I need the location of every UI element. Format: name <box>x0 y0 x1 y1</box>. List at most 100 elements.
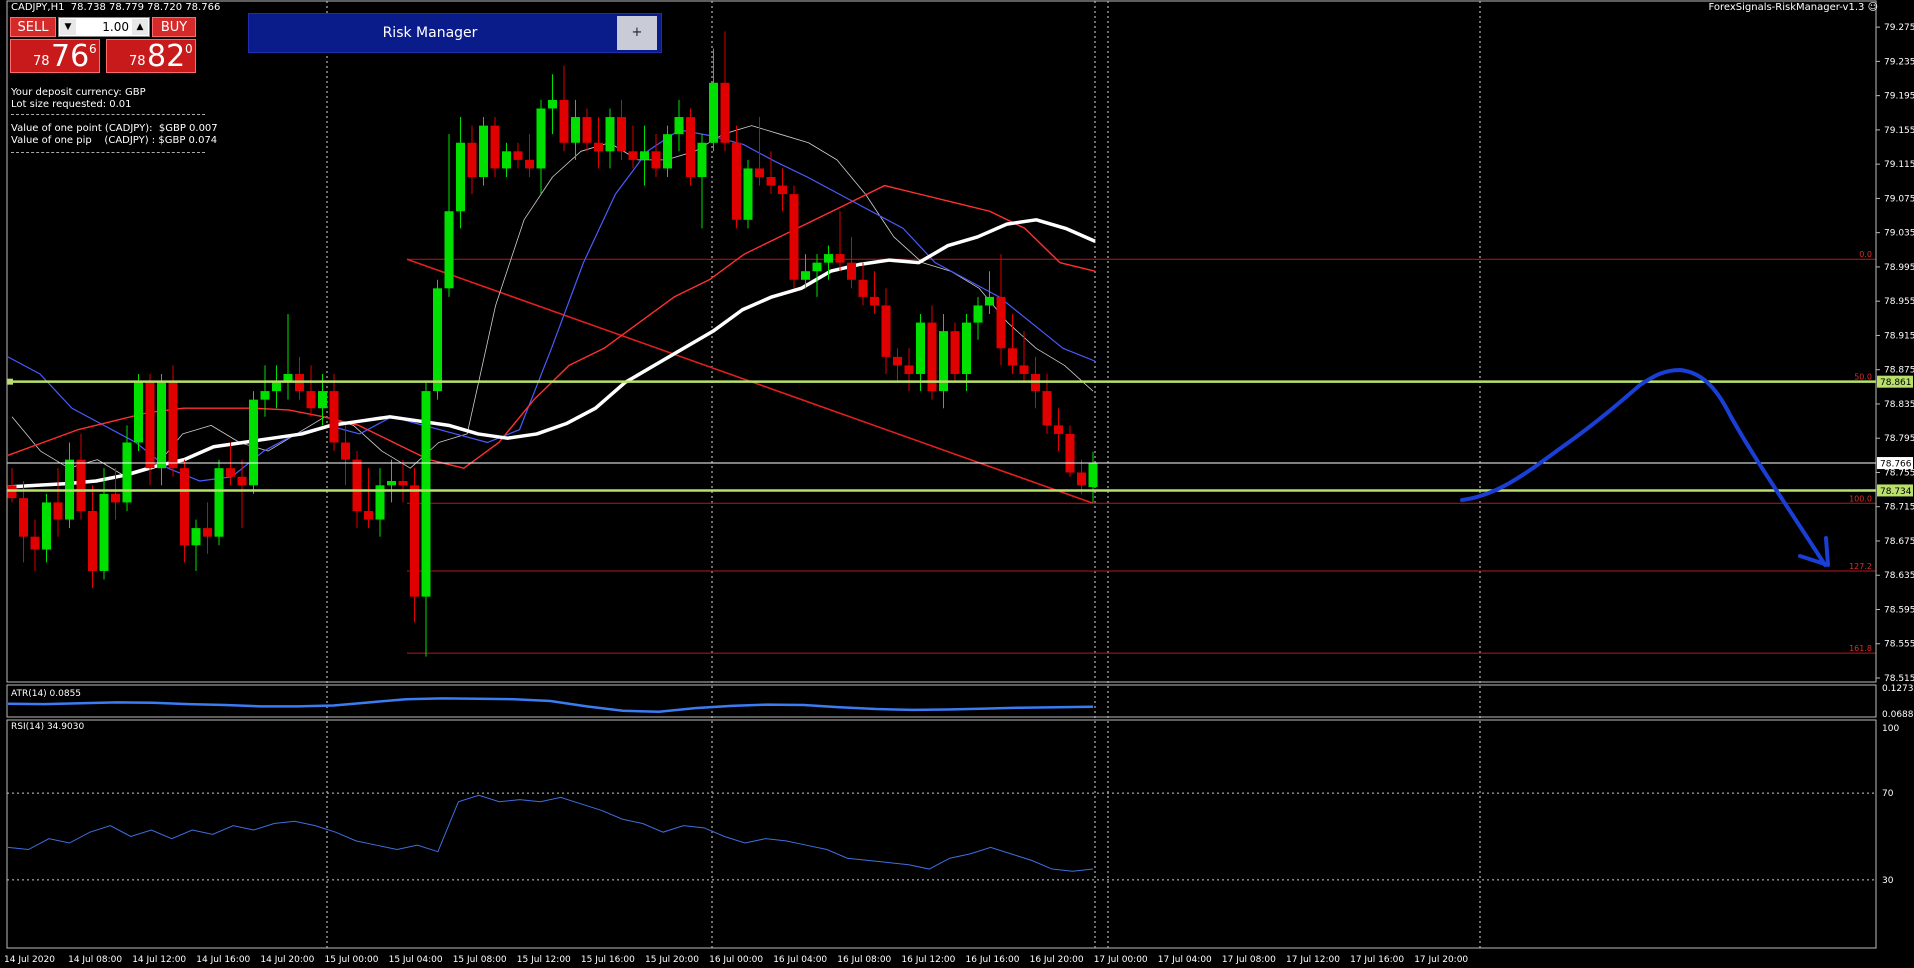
info-divider <box>11 152 205 153</box>
candle-body <box>674 117 684 135</box>
x-tick-label: 14 Jul 20:00 <box>260 955 314 965</box>
y-tick-label: 78.835 <box>1884 400 1914 410</box>
candle-body <box>1054 425 1063 434</box>
candle-body <box>571 117 580 143</box>
lot-size-input[interactable]: ▼ 1.00 ▲ <box>58 17 150 37</box>
support-resistance-lower-tag <box>1877 484 1913 497</box>
candle-body <box>329 391 339 443</box>
y-tick-label: 79.155 <box>1884 126 1914 136</box>
candle <box>697 134 707 229</box>
candle-body <box>709 82 718 143</box>
candle-body <box>743 168 753 220</box>
candles-layer <box>7 31 1098 657</box>
level-anchor <box>7 378 13 385</box>
one-click-trade-panel: SELL ▼ 1.00 ▲ BUY 78 76 6 78 82 0 <box>10 17 196 74</box>
atr-label: ATR(14) 0.0855 <box>11 689 82 699</box>
lot-decrease-icon[interactable]: ▼ <box>60 19 76 35</box>
y-tick-label: 78.675 <box>1884 537 1914 547</box>
candle <box>306 365 316 417</box>
x-tick-label: 16 Jul 20:00 <box>1030 955 1084 965</box>
candle <box>1019 331 1029 383</box>
candle <box>88 485 97 589</box>
candle-body <box>1042 391 1052 426</box>
fib-level-label: 127.2 <box>1849 562 1872 571</box>
rsi-panel-border <box>6 719 1877 949</box>
candle <box>824 245 833 280</box>
x-tick-label: 14 Jul 2020 <box>4 955 55 965</box>
candle <box>467 125 477 195</box>
candle-body <box>364 511 373 520</box>
y-tick-label: 79.275 <box>1884 23 1914 33</box>
risk-manager-panel[interactable]: Risk Manager + <box>248 13 662 53</box>
candle-body <box>996 296 1006 349</box>
candle-body <box>467 142 477 177</box>
x-tick-label: 16 Jul 16:00 <box>966 955 1020 965</box>
candle <box>260 365 270 417</box>
expert-advisor-name: ForexSignals-RiskManager-v1.3 <box>1708 2 1865 13</box>
rsi-tick-label: 100 <box>1882 724 1899 734</box>
candle <box>1077 459 1086 494</box>
candle <box>283 314 293 400</box>
candle <box>421 382 431 657</box>
candle-body <box>375 485 385 520</box>
candle <box>180 459 189 563</box>
candle-body <box>939 331 948 392</box>
candle <box>272 365 281 409</box>
candle <box>674 99 684 152</box>
candle-body <box>720 82 730 143</box>
lot-increase-icon[interactable]: ▲ <box>132 19 148 35</box>
risk-manager-expand-button[interactable]: + <box>617 16 657 50</box>
sell-price-prefix: 78 <box>33 54 50 69</box>
current-price-line-label: 78.766 <box>1880 460 1912 470</box>
candle <box>916 314 925 392</box>
rsi-line <box>7 794 1094 872</box>
candle-body <box>341 442 350 460</box>
y-tick-label: 78.875 <box>1884 366 1914 376</box>
candle <box>927 305 937 400</box>
point-value-text: Value of one point (CADJPY): $GBP 0.007 <box>11 123 218 134</box>
candle <box>19 481 28 563</box>
candle-body <box>686 117 695 177</box>
x-tick-label: 14 Jul 12:00 <box>132 955 186 965</box>
candle-body <box>628 151 638 160</box>
candle-body <box>513 151 523 160</box>
candle <box>513 142 523 169</box>
projection-arrow-icon <box>1798 536 1830 567</box>
y-tick-label: 79.075 <box>1884 194 1914 204</box>
lot-size-value[interactable]: 1.00 <box>102 20 129 34</box>
candle-body <box>525 159 534 169</box>
candle-body <box>1065 433 1075 473</box>
atr-tick-label: 0.0688 <box>1882 710 1914 720</box>
candle <box>778 168 787 212</box>
candle <box>1054 408 1063 452</box>
rsi-label: RSI(14) 34.9030 <box>11 722 85 732</box>
y-tick-label: 79.035 <box>1884 229 1914 239</box>
candle <box>732 125 741 229</box>
candle-body <box>249 399 258 486</box>
candle-body <box>134 382 143 443</box>
candle-body <box>594 142 603 152</box>
buy-price-tile[interactable]: 78 82 0 <box>106 39 196 74</box>
sell-price-tile[interactable]: 78 76 6 <box>10 39 100 74</box>
candle <box>835 211 845 272</box>
candle <box>973 296 983 340</box>
candle-body <box>582 117 592 143</box>
candle-body <box>732 142 741 220</box>
candle <box>996 254 1006 366</box>
candle-body <box>352 459 362 511</box>
y-tick-label: 79.235 <box>1884 57 1914 67</box>
candle-body <box>387 481 396 486</box>
buy-button[interactable]: BUY <box>152 17 196 37</box>
sell-button[interactable]: SELL <box>10 17 56 37</box>
candle-body <box>559 99 569 143</box>
candle-body <box>617 117 626 152</box>
candle <box>950 322 960 383</box>
support-resistance-upper-tag <box>1877 375 1913 388</box>
lot-size-text: Lot size requested: 0.01 <box>11 99 132 110</box>
candle-body <box>801 271 810 280</box>
candle-body <box>226 468 235 477</box>
candle-body <box>421 391 431 597</box>
candle-body <box>847 262 856 280</box>
candle <box>502 142 511 177</box>
